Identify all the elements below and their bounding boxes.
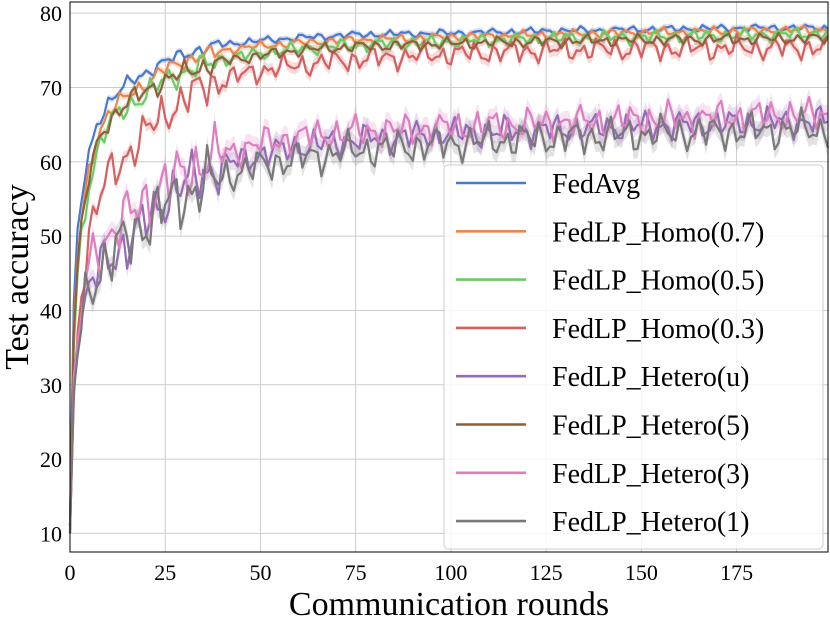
- legend: FedAvg FedLP_Homo(0.7) FedLP_Homo(0.5) FedL…: [443, 164, 824, 550]
- x-tick-label: 25: [154, 560, 176, 585]
- x-tick-label: 125: [530, 560, 563, 585]
- series-line: [68, 31, 829, 527]
- y-tick-label: 40: [40, 298, 62, 323]
- legend-entry: FedLP_Homo(0.7): [552, 217, 764, 248]
- series-line: [68, 95, 829, 534]
- legend-entry: FedLP_Hetero(1): [552, 507, 750, 538]
- legend-entry: FedLP_Homo(0.3): [552, 314, 764, 345]
- y-axis-label: Test accuracy: [0, 184, 36, 369]
- x-tick-label: 0: [65, 560, 76, 585]
- x-tick-label: 150: [625, 560, 658, 585]
- series-lines: [68, 23, 830, 534]
- x-tick-label: 100: [434, 560, 467, 585]
- legend-entry: FedLP_Hetero(5): [552, 411, 750, 442]
- series-line: [68, 23, 829, 527]
- legend-entry: FedLP_Hetero(3): [552, 459, 750, 490]
- series-line: [68, 25, 829, 527]
- y-tick-label: 70: [40, 75, 62, 100]
- x-axis-label: Communication rounds: [289, 586, 609, 621]
- legend-entry: FedLP_Hetero(u): [552, 362, 750, 393]
- y-tick-label: 60: [40, 150, 62, 175]
- y-tick-label: 80: [40, 1, 62, 26]
- y-tick-label: 20: [40, 447, 62, 472]
- series-line: [68, 106, 830, 534]
- plot-frame: [69, 1, 829, 553]
- legend-entry: FedAvg: [552, 169, 640, 200]
- y-tick-label: 50: [40, 224, 62, 249]
- x-tick-label: 50: [249, 560, 271, 585]
- y-tick-label: 10: [40, 521, 62, 546]
- x-tick-label: 75: [345, 560, 367, 585]
- legend-entry: FedLP_Homo(0.5): [552, 266, 764, 297]
- x-tick-label: 175: [720, 560, 753, 585]
- legend-box: [443, 164, 824, 550]
- x-tick-labels: 0 25 50 75 100 125 150 175: [65, 560, 754, 585]
- y-tick-labels: 10 20 30 40 50 60 70 80: [40, 1, 62, 546]
- y-tick-label: 30: [40, 373, 62, 398]
